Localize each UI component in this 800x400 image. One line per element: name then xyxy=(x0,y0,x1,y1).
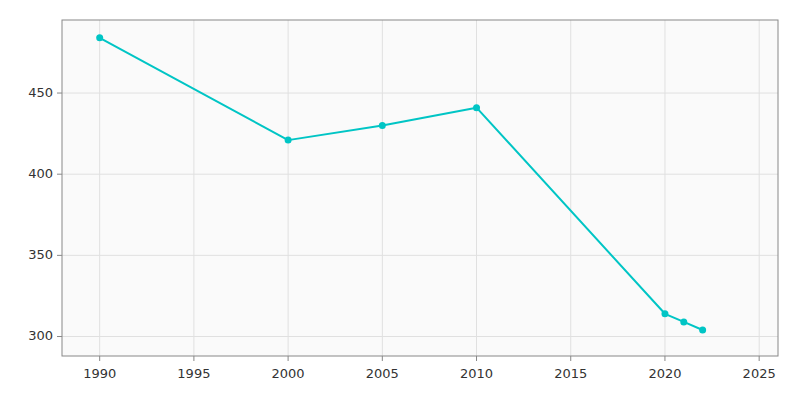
tick-labels: 1990 1995 2000 2005 2010 2015 2020 2025 300 350 40… xyxy=(28,85,776,381)
grid-line-x xyxy=(476,20,477,356)
chart: 1990 1995 2000 2005 2010 2015 2020 2025 300 350 40… xyxy=(0,0,800,400)
tick-mark-y xyxy=(57,93,62,94)
grid-line-y xyxy=(62,336,778,337)
tick-mark-y xyxy=(57,174,62,175)
marker xyxy=(96,34,103,41)
tick-label-y: 300 xyxy=(28,328,53,343)
tick-mark-y xyxy=(57,255,62,256)
marker xyxy=(379,122,386,129)
tick-mark-x xyxy=(664,356,665,361)
tick-mark-x xyxy=(288,356,289,361)
tick-mark-x xyxy=(759,356,760,361)
tick-mark-x xyxy=(382,356,383,361)
tick-label-x: 2015 xyxy=(554,366,587,381)
grid-line-x xyxy=(382,20,383,356)
grid-line-y xyxy=(62,93,778,94)
tick-label-y: 450 xyxy=(28,85,53,100)
tick-label-y: 350 xyxy=(28,247,53,262)
tick-label-x: 2025 xyxy=(743,366,776,381)
marker xyxy=(285,137,292,144)
series xyxy=(96,34,706,333)
tick-mark-x xyxy=(570,356,571,361)
chart-container: 1990 1995 2000 2005 2010 2015 2020 2025 300 350 40… xyxy=(0,0,800,400)
tick-mark-y xyxy=(57,336,62,337)
plot-frame xyxy=(62,20,778,356)
tick-label-x: 2000 xyxy=(272,366,305,381)
grid-line-x xyxy=(288,20,289,356)
marker xyxy=(661,310,668,317)
tick-label-x: 1990 xyxy=(83,366,116,381)
grid-line-x xyxy=(99,20,100,356)
tick-mark-x xyxy=(476,356,477,361)
plot-area xyxy=(62,20,778,356)
tick-label-y: 400 xyxy=(28,166,53,181)
grid-line-x xyxy=(193,20,194,356)
marker xyxy=(680,318,687,325)
tick-label-x: 2010 xyxy=(460,366,493,381)
tick-mark-x xyxy=(99,356,100,361)
tick-label-x: 2005 xyxy=(366,366,399,381)
marker xyxy=(699,327,706,334)
line xyxy=(100,38,703,330)
grid-line-x xyxy=(759,20,760,356)
tick-label-x: 1995 xyxy=(177,366,210,381)
grid-line-y xyxy=(62,174,778,175)
grid xyxy=(62,20,778,356)
grid-line-x xyxy=(570,20,571,356)
marker xyxy=(473,104,480,111)
grid-line-y xyxy=(62,255,778,256)
tick-mark-x xyxy=(193,356,194,361)
tick-label-x: 2020 xyxy=(648,366,681,381)
grid-line-x xyxy=(664,20,665,356)
